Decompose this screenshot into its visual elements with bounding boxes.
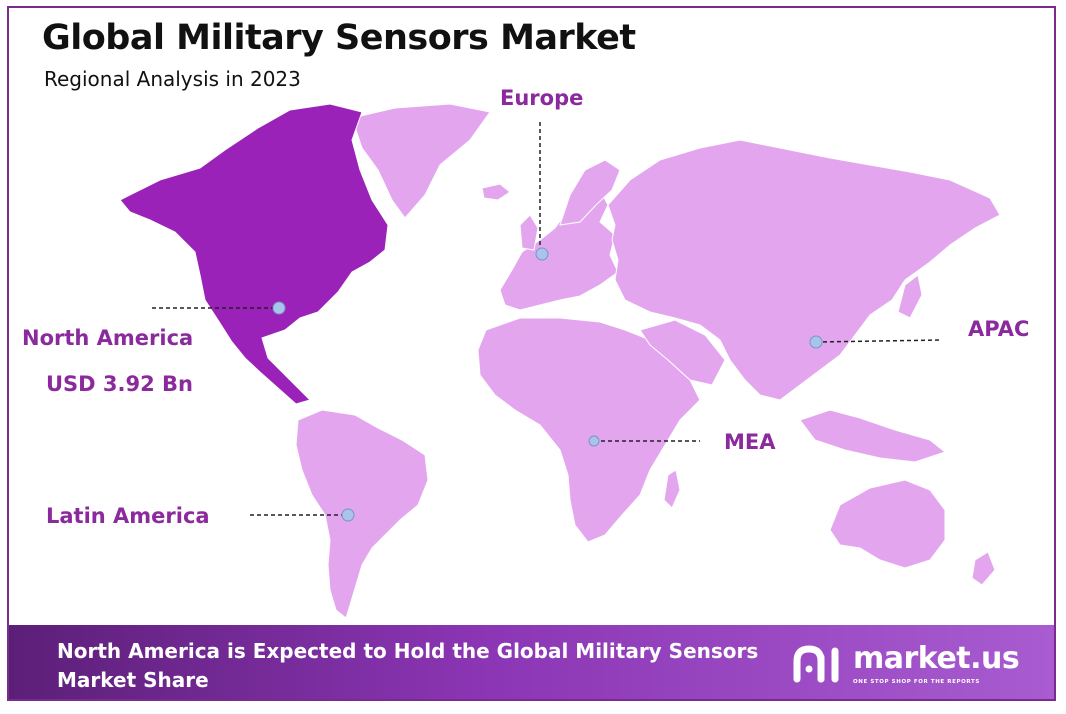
brand-logo: market.us ONE STOP SHOP FOR THE REPORTS xyxy=(791,639,1041,687)
brand-name: market.us xyxy=(853,641,1020,676)
market-us-logo-icon xyxy=(793,645,839,683)
north-america-value: USD 3.92 Bn xyxy=(46,372,193,396)
north-america-shape xyxy=(119,103,389,405)
apac-leader xyxy=(815,339,943,343)
apac-marker xyxy=(809,335,823,349)
europe-label: Europe xyxy=(500,86,584,110)
latin-america-marker xyxy=(341,508,355,522)
mea-label: MEA xyxy=(724,430,776,454)
japan-shape xyxy=(897,274,923,319)
apac-label: APAC xyxy=(968,317,1030,341)
north-america-label: North America xyxy=(22,326,194,350)
arabia-shape xyxy=(639,319,726,386)
latin-america-shape xyxy=(295,409,429,619)
footer-banner: North America is Expected to Hold the Gl… xyxy=(9,625,1054,699)
leader-lines xyxy=(152,122,943,516)
north-america-marker xyxy=(272,301,286,315)
europe-marker xyxy=(535,247,549,261)
brand-tagline: ONE STOP SHOP FOR THE REPORTS xyxy=(853,679,980,685)
page-subtitle: Regional Analysis in 2023 xyxy=(44,67,301,91)
page-title: Global Military Sensors Market xyxy=(42,18,636,58)
iceland-shape xyxy=(481,183,511,201)
greenland-shape xyxy=(351,103,491,219)
madagascar-shape xyxy=(663,469,681,509)
europe-shape xyxy=(499,189,619,311)
region-markers xyxy=(272,247,823,522)
new-zealand-shape xyxy=(971,551,996,586)
southeast-asia-islands-shape xyxy=(799,409,947,463)
uk-shape xyxy=(519,214,539,251)
other-continents xyxy=(295,103,1001,619)
scandinavia-shape xyxy=(559,159,621,226)
footer-headline: North America is Expected to Hold the Gl… xyxy=(57,639,759,692)
australia-shape xyxy=(829,479,946,569)
africa-shape xyxy=(477,317,701,543)
latin-america-label: Latin America xyxy=(46,504,210,528)
mea-marker xyxy=(588,435,600,447)
asia-shape xyxy=(607,139,1001,401)
